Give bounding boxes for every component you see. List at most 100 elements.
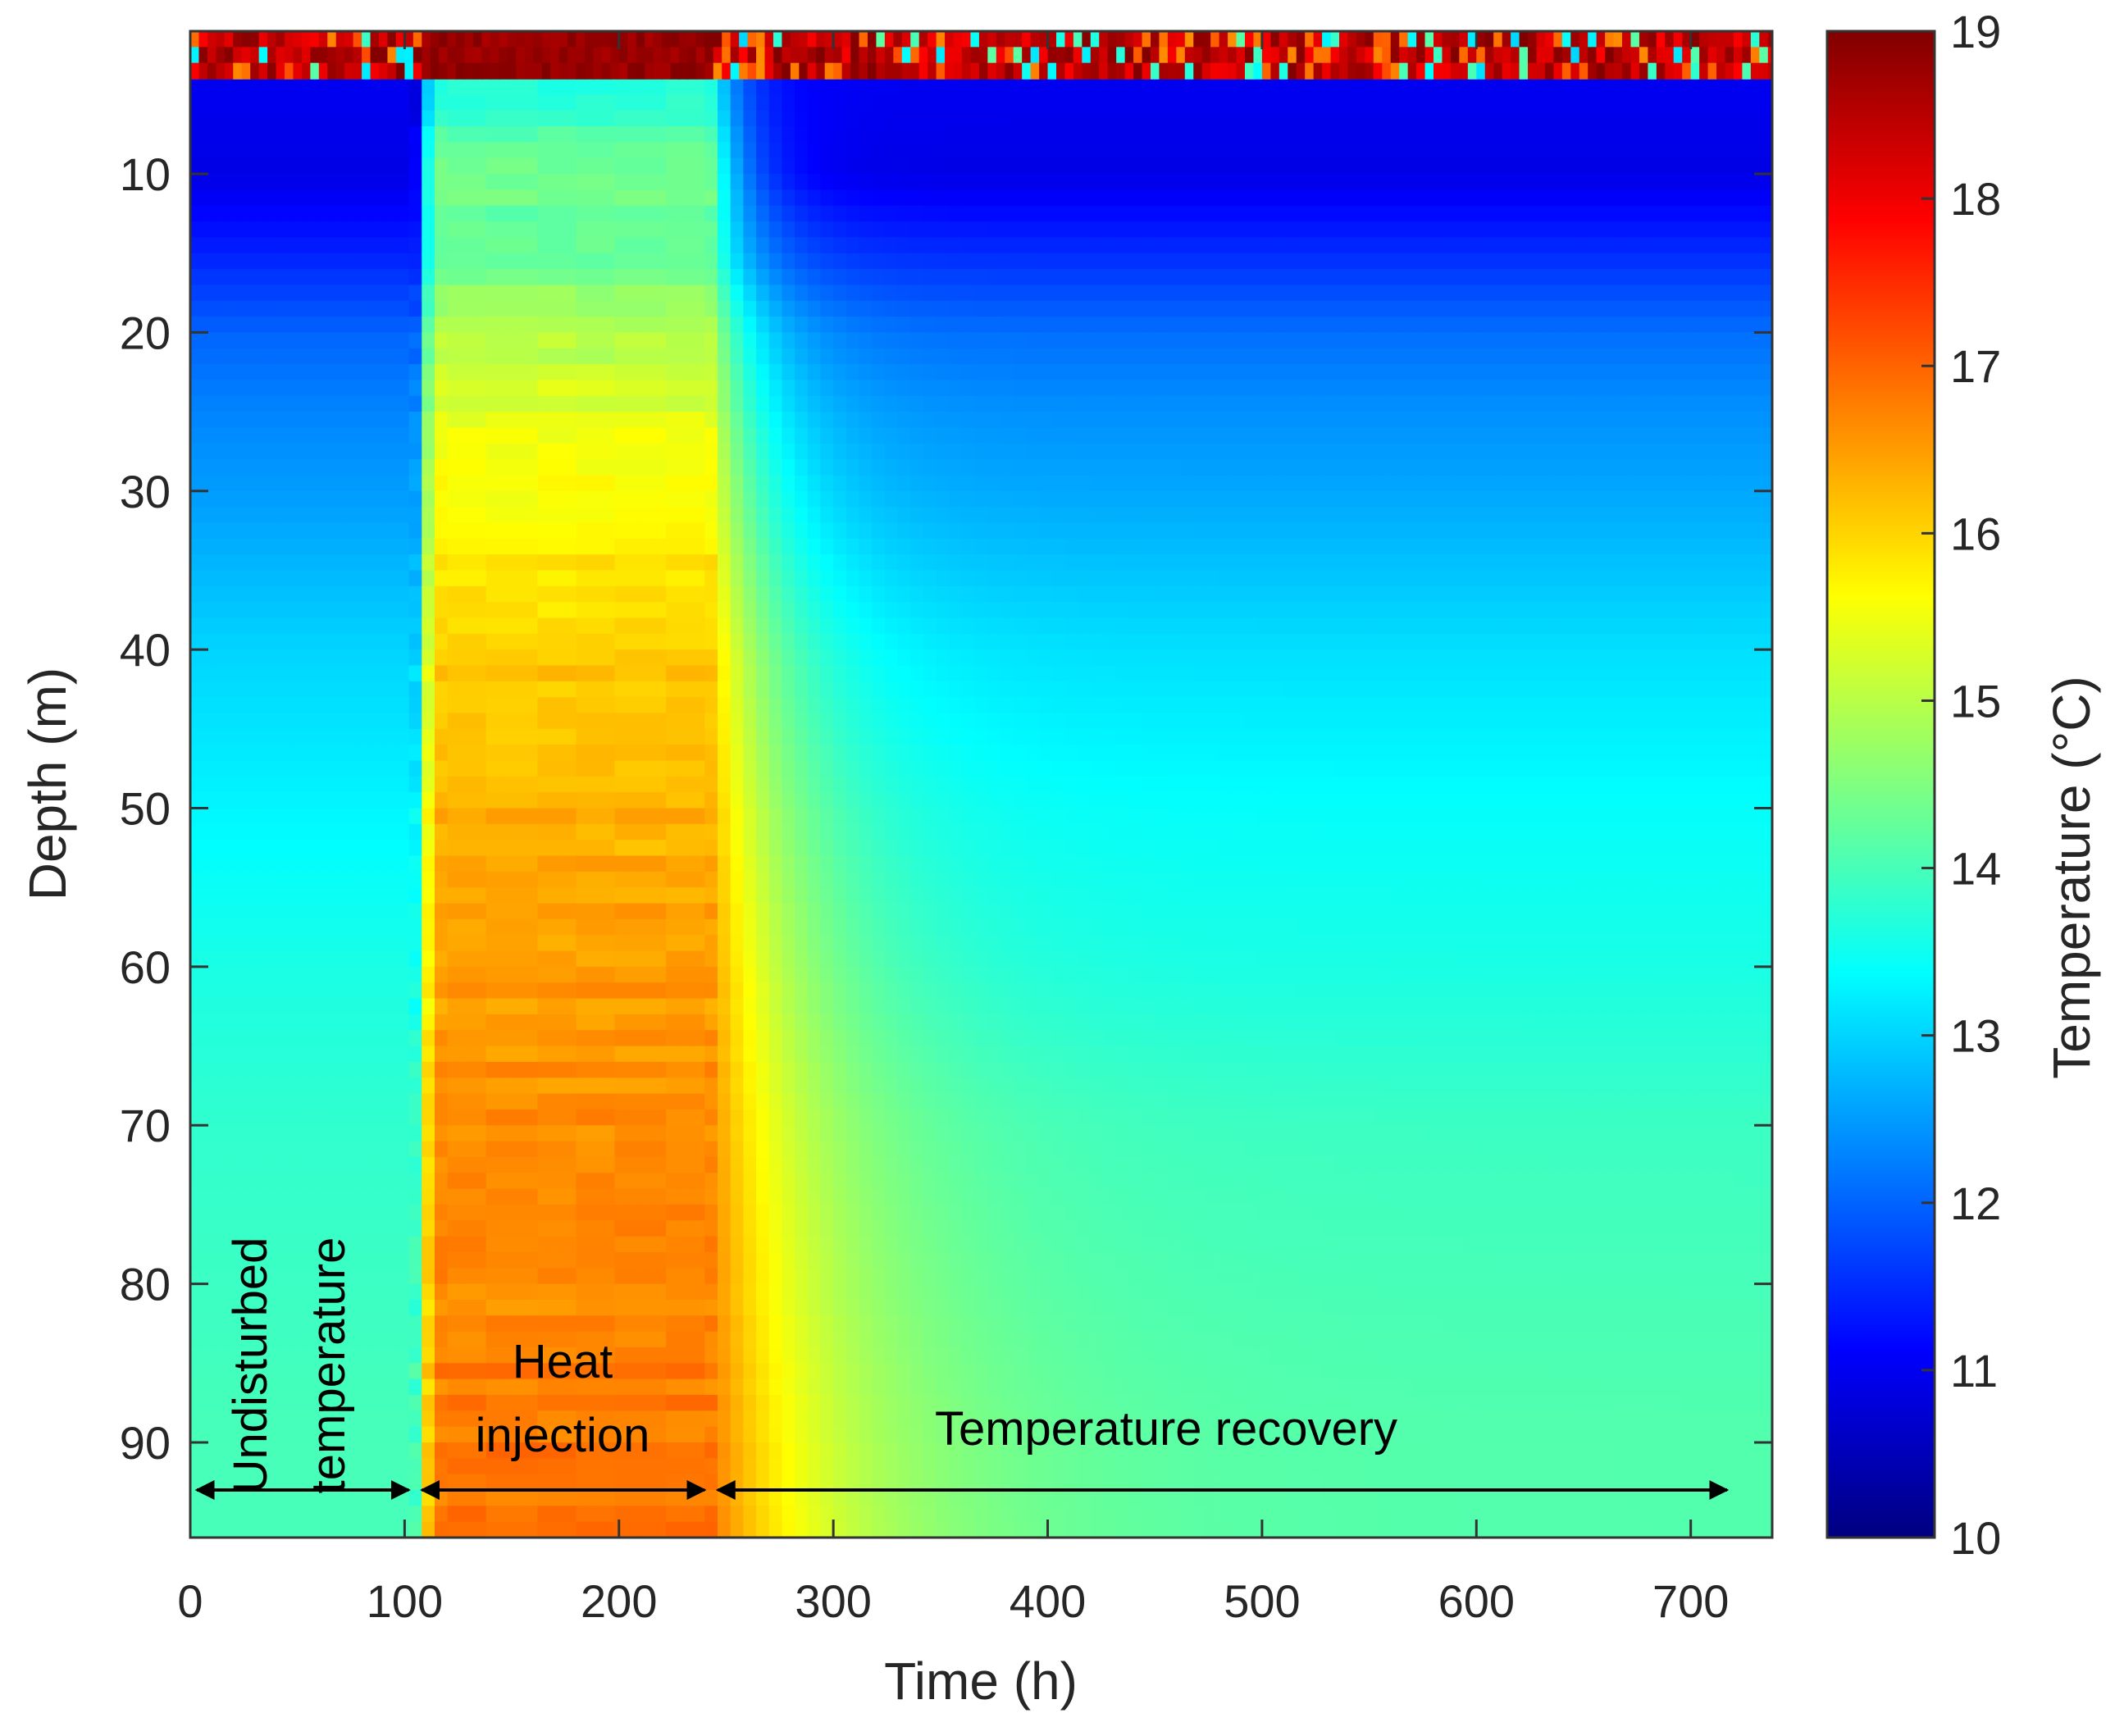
heat-cell <box>872 1220 886 1237</box>
heat-cell <box>241 253 256 270</box>
heat-cell <box>782 300 795 317</box>
heat-cell <box>499 1363 513 1380</box>
heat-cell <box>601 871 616 888</box>
heat-cell <box>807 1141 822 1158</box>
heat-cell <box>859 79 873 96</box>
heat-cell <box>691 1236 706 1253</box>
heat-cell <box>730 300 745 317</box>
heat-cell <box>512 142 526 159</box>
heat-cell <box>280 459 294 476</box>
heat-cell <box>344 855 358 873</box>
heat-cell <box>370 1426 385 1443</box>
heat-cell <box>704 935 718 952</box>
heat-cell <box>768 1299 783 1317</box>
heat-cell <box>627 617 641 635</box>
heat-cell <box>807 1268 822 1285</box>
heat-cell <box>627 903 641 920</box>
heat-cell <box>267 1506 281 1523</box>
heat-cell <box>859 1489 873 1507</box>
heat-cell <box>704 728 718 745</box>
heat-cell <box>447 1236 462 1253</box>
heat-cell <box>627 570 641 587</box>
heat-cell <box>807 1061 822 1079</box>
heat-cell <box>229 1156 243 1174</box>
heat-cell <box>306 935 320 952</box>
heat-cell <box>756 221 770 239</box>
heat-cell <box>318 475 333 492</box>
heat-cell <box>331 713 345 730</box>
heat-cell <box>678 871 693 888</box>
heat-cell <box>666 918 680 936</box>
heat-cell <box>357 665 371 682</box>
heat-cell <box>859 300 873 317</box>
heat-cell <box>795 538 809 555</box>
heat-cell <box>318 935 333 952</box>
heat-cell <box>563 126 577 144</box>
heat-cell <box>627 1458 641 1475</box>
heat-cell <box>383 1489 397 1507</box>
heat-cell <box>216 1173 230 1190</box>
heat-cell <box>859 681 873 698</box>
heat-cell <box>344 1442 358 1460</box>
heat-cell <box>229 1299 243 1317</box>
heat-cell <box>795 1061 809 1079</box>
heat-cell <box>640 903 654 920</box>
heat-cell <box>460 1331 474 1348</box>
heat-cell <box>216 554 230 572</box>
heat-cell <box>524 237 539 254</box>
heat-cell <box>216 1030 230 1047</box>
heat-cell <box>795 475 809 492</box>
heat-cell <box>640 1426 654 1443</box>
heat-cell <box>460 1458 474 1475</box>
heat-cell <box>293 855 307 873</box>
heat-cell <box>807 586 822 603</box>
heat-cell <box>499 142 513 159</box>
heat-cell <box>845 174 860 191</box>
heat-cell <box>768 1141 783 1158</box>
heat-cell <box>293 253 307 270</box>
heat-cell <box>743 998 757 1015</box>
heat-cell <box>743 871 757 888</box>
heat-cell <box>524 300 539 317</box>
heat-cell <box>845 1410 860 1428</box>
heat-cell <box>241 79 256 96</box>
heat-cell <box>782 1426 795 1443</box>
heat-cell <box>293 570 307 587</box>
heat-cell <box>768 570 783 587</box>
heat-cell <box>820 332 834 349</box>
heat-cell <box>550 665 564 682</box>
heat-cell <box>473 855 487 873</box>
heat-cell <box>383 1173 397 1190</box>
heat-cell <box>524 269 539 286</box>
heat-cell <box>447 1426 462 1443</box>
heat-cell <box>485 1315 500 1333</box>
heat-cell <box>691 380 706 397</box>
heat-cell <box>293 157 307 175</box>
heat-cell <box>576 1093 590 1110</box>
heat-cell <box>229 253 243 270</box>
heat-cell <box>512 792 526 809</box>
heat-cell <box>807 427 822 444</box>
heat-cell <box>859 998 873 1015</box>
heat-cell <box>512 633 526 650</box>
heat-cell <box>820 126 834 144</box>
heat-cell <box>756 918 770 936</box>
heat-cell <box>216 1014 230 1032</box>
heat-cell <box>395 1489 410 1507</box>
heat-cell <box>756 602 770 619</box>
heat-cell <box>743 1458 757 1475</box>
heat-cell <box>795 317 809 334</box>
heat-cell <box>563 1188 577 1205</box>
heat-cell <box>589 998 603 1015</box>
heat-cell <box>473 1125 487 1142</box>
heat-cell <box>678 602 693 619</box>
heat-cell <box>563 602 577 619</box>
heat-cell <box>704 443 718 460</box>
heat-cell <box>293 1078 307 1095</box>
heat-cell <box>216 665 230 682</box>
heat-cell <box>640 237 654 254</box>
heat-cell <box>280 728 294 745</box>
heat-cell <box>550 142 564 159</box>
heat-cell <box>691 174 706 191</box>
heat-cell <box>383 522 397 540</box>
